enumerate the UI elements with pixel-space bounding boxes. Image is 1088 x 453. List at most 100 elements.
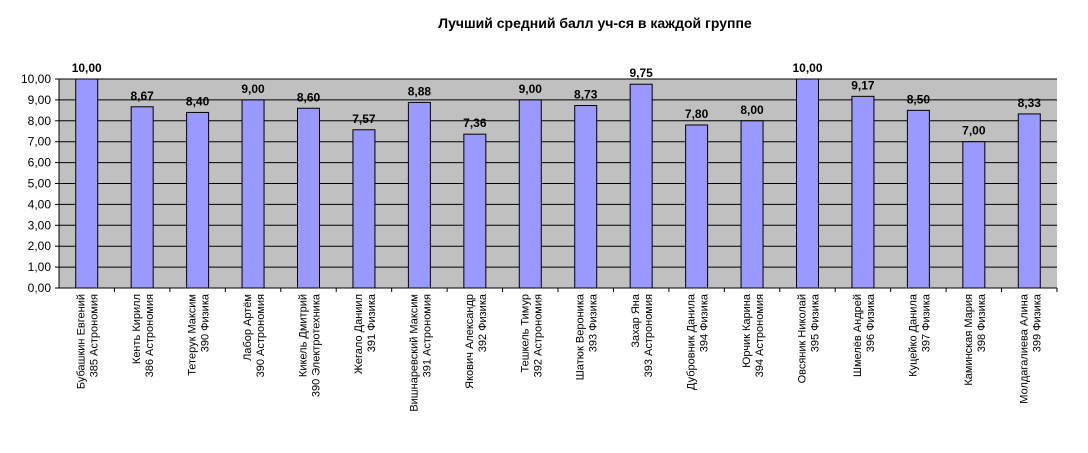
bar: [685, 124, 709, 289]
y-tick-label: 5,00: [28, 177, 52, 191]
x-tick-label-group: 390 Физика: [200, 293, 212, 352]
x-tick-label-name: Тетерук Максим: [187, 294, 199, 376]
x-tick-label-group: 390 Электротехника: [311, 293, 323, 397]
bar: [518, 99, 542, 289]
x-tick-label: Шатюк Вероника 393 Физика: [575, 293, 600, 380]
x-tick-label-name: Овсяник Николай: [797, 294, 809, 383]
bar: [463, 133, 487, 289]
bar: [407, 101, 431, 289]
y-tick-label: 9,00: [28, 93, 52, 107]
bar: [962, 141, 986, 289]
bar: [629, 83, 653, 289]
x-tick-label: Вишнаревский Максим 391 Астрономия: [408, 294, 433, 412]
bar: [297, 107, 320, 289]
x-tick-label-name: Якович Александр: [464, 294, 476, 389]
x-tick-label-group: 390 Астрономия: [255, 294, 267, 377]
bar: [740, 120, 764, 289]
bar: [851, 95, 875, 289]
x-tick-label-group: 393 Астрономия: [643, 294, 655, 377]
bar-data-label: 8,00: [740, 103, 764, 117]
bar: [1017, 113, 1041, 289]
bar: [796, 78, 819, 289]
x-tick-label-name: Кенть Кирилл: [131, 294, 143, 364]
x-tick-label: Кенть Кирилл 386 Астрономия: [131, 294, 156, 377]
x-tick-label: Бубашкин Евгений 385 Астрономия: [76, 294, 101, 389]
x-tick-label-group: 395 Физика: [810, 293, 822, 352]
x-tick-label-name: Каминская Мария: [963, 294, 975, 386]
bar-data-label: 10,00: [72, 61, 102, 75]
x-tick-label-name: Шмелёв Андрей: [852, 294, 864, 377]
y-tick-label: 10,00: [21, 72, 51, 86]
bar: [130, 106, 154, 289]
y-tick-label: 6,00: [28, 156, 52, 170]
y-tick-label: 4,00: [28, 197, 52, 211]
bar-data-label: 8,88: [408, 84, 432, 98]
x-tick-label: Тешкель Тимур 392 Астрономия: [519, 294, 544, 377]
x-tick-label-name: Кикель Дмитрий: [298, 294, 310, 377]
y-tick-label: 1,00: [28, 260, 52, 274]
bar-data-label: 8,60: [297, 90, 321, 104]
x-tick-label: Юрчик Карина 394 Астрономия: [741, 293, 766, 377]
x-tick-label: Куцейко Данила 397 Физика: [907, 293, 932, 377]
x-tick-label: Каминская Мария 398 Физика: [963, 293, 988, 386]
x-tick-label-group: 397 Физика: [920, 293, 932, 352]
x-tick-label-group: 392 Физика: [477, 293, 489, 352]
x-tick-label-group: 391 Физика: [366, 293, 378, 352]
bar-data-label: 8,50: [907, 92, 931, 106]
bar-data-label: 9,75: [629, 66, 653, 80]
bar-data-label: 7,00: [962, 124, 986, 138]
x-tick-label: Овсяник Николай 395 Физика: [797, 293, 822, 383]
x-tick-label-group: 391 Астрономия: [421, 294, 433, 377]
bar: [574, 105, 598, 289]
x-tick-label-name: Захар Яна: [630, 293, 642, 347]
bar: [352, 129, 376, 289]
chart-title: Лучший средний балл уч-ся в каждой групп…: [438, 15, 752, 31]
bar-data-label: 8,67: [130, 89, 154, 103]
bar: [241, 99, 265, 289]
x-tick-label-group: 385 Астрономия: [89, 294, 101, 377]
x-tick-label: Дубровник Данила 394 Физика: [686, 293, 711, 390]
x-tick-label-name: Молдагалиева Алина: [1018, 293, 1030, 404]
x-tick-label-name: Бубашкин Евгений: [76, 294, 88, 389]
x-tick-label-name: Юрчик Карина: [741, 293, 753, 368]
bar-data-label: 9,17: [851, 78, 875, 92]
x-axis-category-labels: Бубашкин Евгений 385 Астрономия Кенть Кири…: [76, 293, 1044, 412]
y-axis-ticks: 0,00 1,00 2,00 3,00 4,00 5,00 6,00 7,00 8,00 9,00…: [21, 72, 59, 295]
bars: [75, 78, 1041, 289]
x-tick-label: Лабор Артём 390 Астрономия: [242, 294, 267, 377]
x-tick-label-name: Тешкель Тимур: [519, 294, 531, 373]
data-labels: 10,00 8,67 8,40 9,00 8,60 7,57 8,88 7,36 9,00 8,7…: [72, 61, 1042, 138]
x-tick-label-group: 392 Астрономия: [532, 294, 544, 377]
y-tick-label: 2,00: [28, 239, 52, 253]
x-tick-label-name: Вишнаревский Максим: [408, 294, 420, 412]
bar: [75, 78, 99, 289]
x-tick-label-group: 399 Физика: [1031, 293, 1043, 352]
x-tick-label: Тетерук Максим 390 Физика: [187, 293, 212, 376]
x-tick-label: Кикель Дмитрий 390 Электротехника: [298, 293, 323, 397]
x-tick-label-name: Шатюк Вероника: [575, 293, 587, 380]
x-tick-label-name: Жегало Даниил: [353, 294, 365, 374]
x-tick-label: Якович Александр 392 Физика: [464, 293, 489, 389]
x-tick-label-group: 394 Астрономия: [754, 294, 766, 377]
x-tick-label-group: 393 Физика: [588, 293, 600, 352]
bar: [186, 111, 210, 289]
x-tick-label-group: 396 Физика: [865, 293, 877, 352]
bar-data-label: 8,73: [574, 88, 598, 102]
bar-data-label: 9,00: [241, 82, 265, 96]
x-tick-label: Шмелёв Андрей 396 Физика: [852, 293, 877, 377]
y-tick-label: 3,00: [28, 218, 52, 232]
x-tick-label: Молдагалиева Алина 399 Физика: [1018, 293, 1043, 404]
x-tick-label-name: Лабор Артём: [242, 294, 254, 361]
bar-data-label: 10,00: [792, 61, 822, 75]
y-tick-label: 8,00: [28, 114, 52, 128]
bar-data-label: 9,00: [519, 82, 543, 96]
bar-data-label: 7,36: [463, 116, 487, 130]
bar-data-label: 8,40: [186, 94, 210, 108]
x-tick-label: Захар Яна 393 Астрономия: [630, 293, 655, 377]
x-tick-label-name: Куцейко Данила: [907, 293, 919, 377]
bar-data-label: 8,33: [1018, 96, 1042, 110]
axes: [58, 79, 1058, 292]
x-tick-label: Жегало Даниил 391 Физика: [353, 293, 378, 374]
